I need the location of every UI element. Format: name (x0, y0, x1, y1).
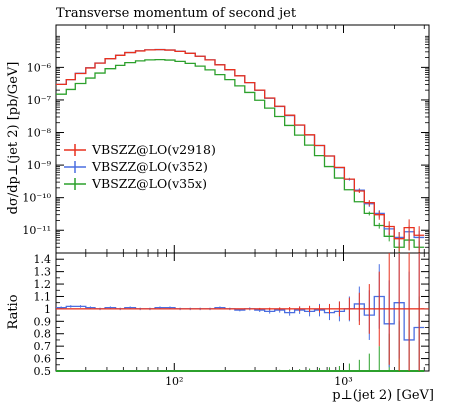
x-tick-label: 10³ (334, 375, 352, 388)
main-panel: 10⁻¹¹ 10⁻¹⁰ 10⁻⁹ 10⁻⁸ 10⁻⁷ 10⁻⁶ (22, 24, 430, 254)
chart-title: Transverse momentum of second jet (56, 6, 297, 21)
ratio-y-tick-label: 0.8 (34, 328, 52, 341)
ratio-y-tick-label: 1.2 (34, 278, 52, 291)
ratio-y-tick-label: 1.3 (34, 266, 52, 279)
ratio-y-tick-label: 1 (44, 303, 51, 316)
legend-label-v352: VBSZZ@LO(v352) (91, 159, 208, 174)
main-y-tick-label: 10⁻⁹ (27, 159, 52, 172)
main-y-tick-label: 10⁻¹⁰ (22, 192, 51, 205)
ratio-y-tick-label: 1.4 (34, 253, 52, 266)
ratio-y-tick-label: 0.5 (34, 365, 52, 378)
ratio-y-ticks: 0.50.60.70.80.911.11.21.31.4 (34, 253, 429, 378)
series-line-v2918 (56, 49, 425, 240)
ratio-panel: 0.50.60.70.80.911.11.21.31.4 10² 10³ (34, 252, 430, 388)
ratio-y-tick-label: 0.7 (34, 340, 52, 353)
ratio-plot-frame (55, 252, 430, 372)
x-tick-label: 10² (165, 375, 183, 388)
main-x-ticks (55, 25, 425, 253)
series-line-v35x (56, 58, 425, 248)
ratio-axis-label: Ratio (6, 294, 21, 329)
x-axis-label: p⊥(jet 2) [GeV] (332, 388, 434, 403)
y-axis-label: dσ/dp⊥(jet 2) [pb/GeV] (6, 62, 21, 215)
main-y-tick-label: 10⁻⁶ (27, 61, 52, 74)
ratio-y-tick-label: 1.1 (34, 290, 52, 303)
main-y-tick-label: 10⁻¹¹ (22, 224, 51, 237)
legend: VBSZZ@LO(v2918) VBSZZ@LO(v352) VBSZZ@LO(v3… (64, 142, 216, 191)
legend-label-v35x: VBSZZ@LO(v35x) (91, 176, 207, 191)
ratio-series (56, 253, 429, 372)
legend-label-v2918: VBSZZ@LO(v2918) (91, 142, 216, 157)
ratio-y-tick-label: 0.9 (34, 315, 52, 328)
main-y-ticks: 10⁻¹¹ 10⁻¹⁰ 10⁻⁹ 10⁻⁸ 10⁻⁷ 10⁻⁶ (22, 35, 429, 254)
ratio-y-tick-label: 0.6 (34, 353, 52, 366)
main-y-tick-label: 10⁻⁸ (27, 127, 52, 140)
main-y-tick-label: 10⁻⁷ (27, 94, 52, 107)
main-series (56, 48, 425, 253)
